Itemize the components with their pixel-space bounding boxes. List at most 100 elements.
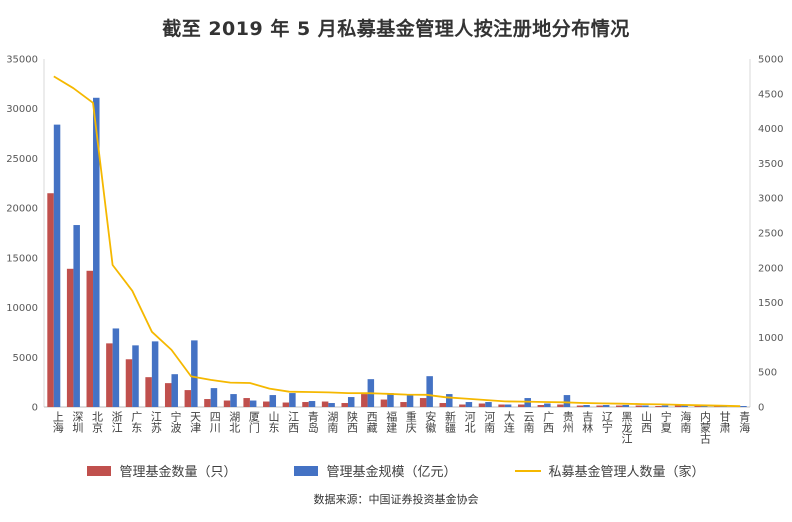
bar-fund-count (204, 399, 211, 407)
x-tick-label: 陕西 (345, 410, 358, 433)
bar-fund-count (596, 405, 603, 407)
x-tick-label: 黑龙江 (620, 411, 633, 444)
bar-fund-scale (622, 405, 630, 407)
legend-label-fund-count: 管理基金数量（只） (119, 465, 237, 480)
bar-fund-scale (563, 395, 571, 407)
x-tick-label: 重庆 (404, 410, 417, 434)
legend: 管理基金数量（只） 管理基金规模（亿元） 私募基金管理人数量（家） (0, 461, 792, 480)
x-tick-label: 上海 (51, 411, 64, 434)
x-tick-label: 辽宁 (600, 411, 613, 433)
bar-fund-scale (661, 405, 669, 407)
y-left-tick-label: 35000 (6, 55, 38, 66)
bar-fund-count (47, 193, 54, 407)
x-tick-label: 深圳 (71, 411, 84, 433)
bar-fund-scale (347, 397, 355, 407)
bar-fund-count (321, 401, 329, 407)
bar-fund-scale (269, 395, 277, 407)
x-tick-label: 贵州 (561, 411, 574, 433)
y-left-tick-label: 25000 (6, 154, 38, 165)
bar-fund-scale (308, 401, 316, 407)
bar-fund-scale (740, 406, 747, 407)
y-right-tick-label: 4500 (758, 89, 783, 100)
bar-fund-scale (112, 328, 120, 407)
x-tick-label: 吉林 (581, 411, 594, 433)
bar-fund-scale (602, 405, 610, 407)
bar-fund-count (459, 404, 466, 407)
bar-fund-count (282, 402, 290, 407)
y-right-tick-label: 1000 (758, 333, 783, 344)
y-left-tick-label: 20000 (6, 204, 38, 215)
bar-fund-count (498, 404, 505, 407)
bar-fund-count (164, 383, 172, 407)
x-tick-label: 青岛 (306, 411, 319, 434)
y-left-tick-label: 15000 (6, 253, 38, 264)
bar-fund-count (66, 268, 74, 407)
y-right-tick-label: 5000 (758, 55, 783, 66)
legend-swatch-manager-count (514, 469, 541, 472)
bar-fund-count (694, 405, 701, 407)
bar-fund-scale (465, 402, 473, 407)
y-right-tick-label: 3000 (758, 194, 783, 205)
bar-fund-count (125, 359, 133, 407)
legend-item-fund-scale: 管理基金规模（亿元） (294, 461, 457, 480)
bar-fund-scale (289, 393, 296, 407)
bar-fund-count (184, 390, 192, 407)
bar-fund-count (674, 405, 682, 407)
bar-fund-count (380, 399, 388, 407)
bar-fund-scale (406, 395, 414, 407)
bar-fund-scale (426, 376, 433, 407)
x-tick-label: 广西 (542, 411, 555, 433)
y-left-tick-label: 10000 (6, 303, 38, 314)
bar-fund-count (557, 404, 564, 407)
y-left-tick-label: 0 (32, 403, 38, 414)
bar-fund-scale (151, 341, 159, 407)
legend-label-fund-scale: 管理基金规模（亿元） (326, 465, 457, 480)
x-tick-label: 西藏 (365, 411, 378, 434)
legend-swatch-fund-count (87, 465, 112, 476)
y-right-tick-label: 2500 (758, 229, 783, 240)
x-tick-label: 四川 (208, 411, 221, 433)
x-tick-label: 内蒙古 (698, 410, 711, 444)
x-tick-label: 河北 (463, 411, 476, 433)
bar-fund-scale (446, 394, 453, 407)
bar-fund-scale (681, 405, 688, 407)
bar-fund-count (302, 402, 309, 407)
bar-fund-scale (171, 374, 178, 407)
bar-fund-count (361, 394, 368, 407)
bar-fund-scale (230, 394, 237, 407)
chart-title: 截至 2019 年 5 月私募基金管理人按注册地分布情况 (162, 18, 630, 40)
bar-fund-scale (191, 340, 198, 407)
legend-item-fund-count: 管理基金数量（只） (87, 461, 236, 480)
bar-fund-scale (504, 404, 512, 407)
x-tick-label: 福建 (385, 410, 398, 434)
x-tick-label: 宁夏 (659, 410, 672, 433)
bar-fund-scale (53, 124, 61, 407)
bar-fund-count (616, 405, 623, 407)
bar-fund-scale (93, 97, 100, 407)
line-manager-count (53, 75, 741, 408)
y-right-tick-label: 0 (758, 403, 764, 414)
x-tick-label: 青海 (738, 411, 751, 434)
x-tick-label: 天津 (189, 411, 202, 433)
bar-fund-count (145, 377, 152, 407)
bar-fund-count (576, 405, 584, 407)
bar-fund-count (419, 398, 427, 407)
bar-fund-count (517, 404, 525, 407)
x-tick-label: 宁波 (169, 410, 182, 434)
x-tick-label: 广东 (130, 411, 143, 433)
bar-fund-scale (210, 388, 218, 407)
bar-fund-count (223, 400, 231, 407)
bar-fund-count (400, 402, 407, 407)
bar-fund-count (263, 401, 270, 407)
x-tick-label: 山东 (267, 411, 280, 433)
x-tick-label: 大连 (502, 410, 515, 433)
bar-fund-count (106, 343, 113, 407)
y-right-tick-label: 1500 (758, 298, 783, 309)
bar-fund-scale (249, 400, 257, 407)
bar-fund-count (341, 403, 348, 407)
x-tick-label: 河南 (483, 411, 496, 433)
bar-fund-scale (328, 403, 335, 407)
x-tick-label: 厦门 (247, 411, 260, 434)
bar-fund-count (243, 398, 250, 407)
bar-fund-scale (583, 405, 590, 407)
